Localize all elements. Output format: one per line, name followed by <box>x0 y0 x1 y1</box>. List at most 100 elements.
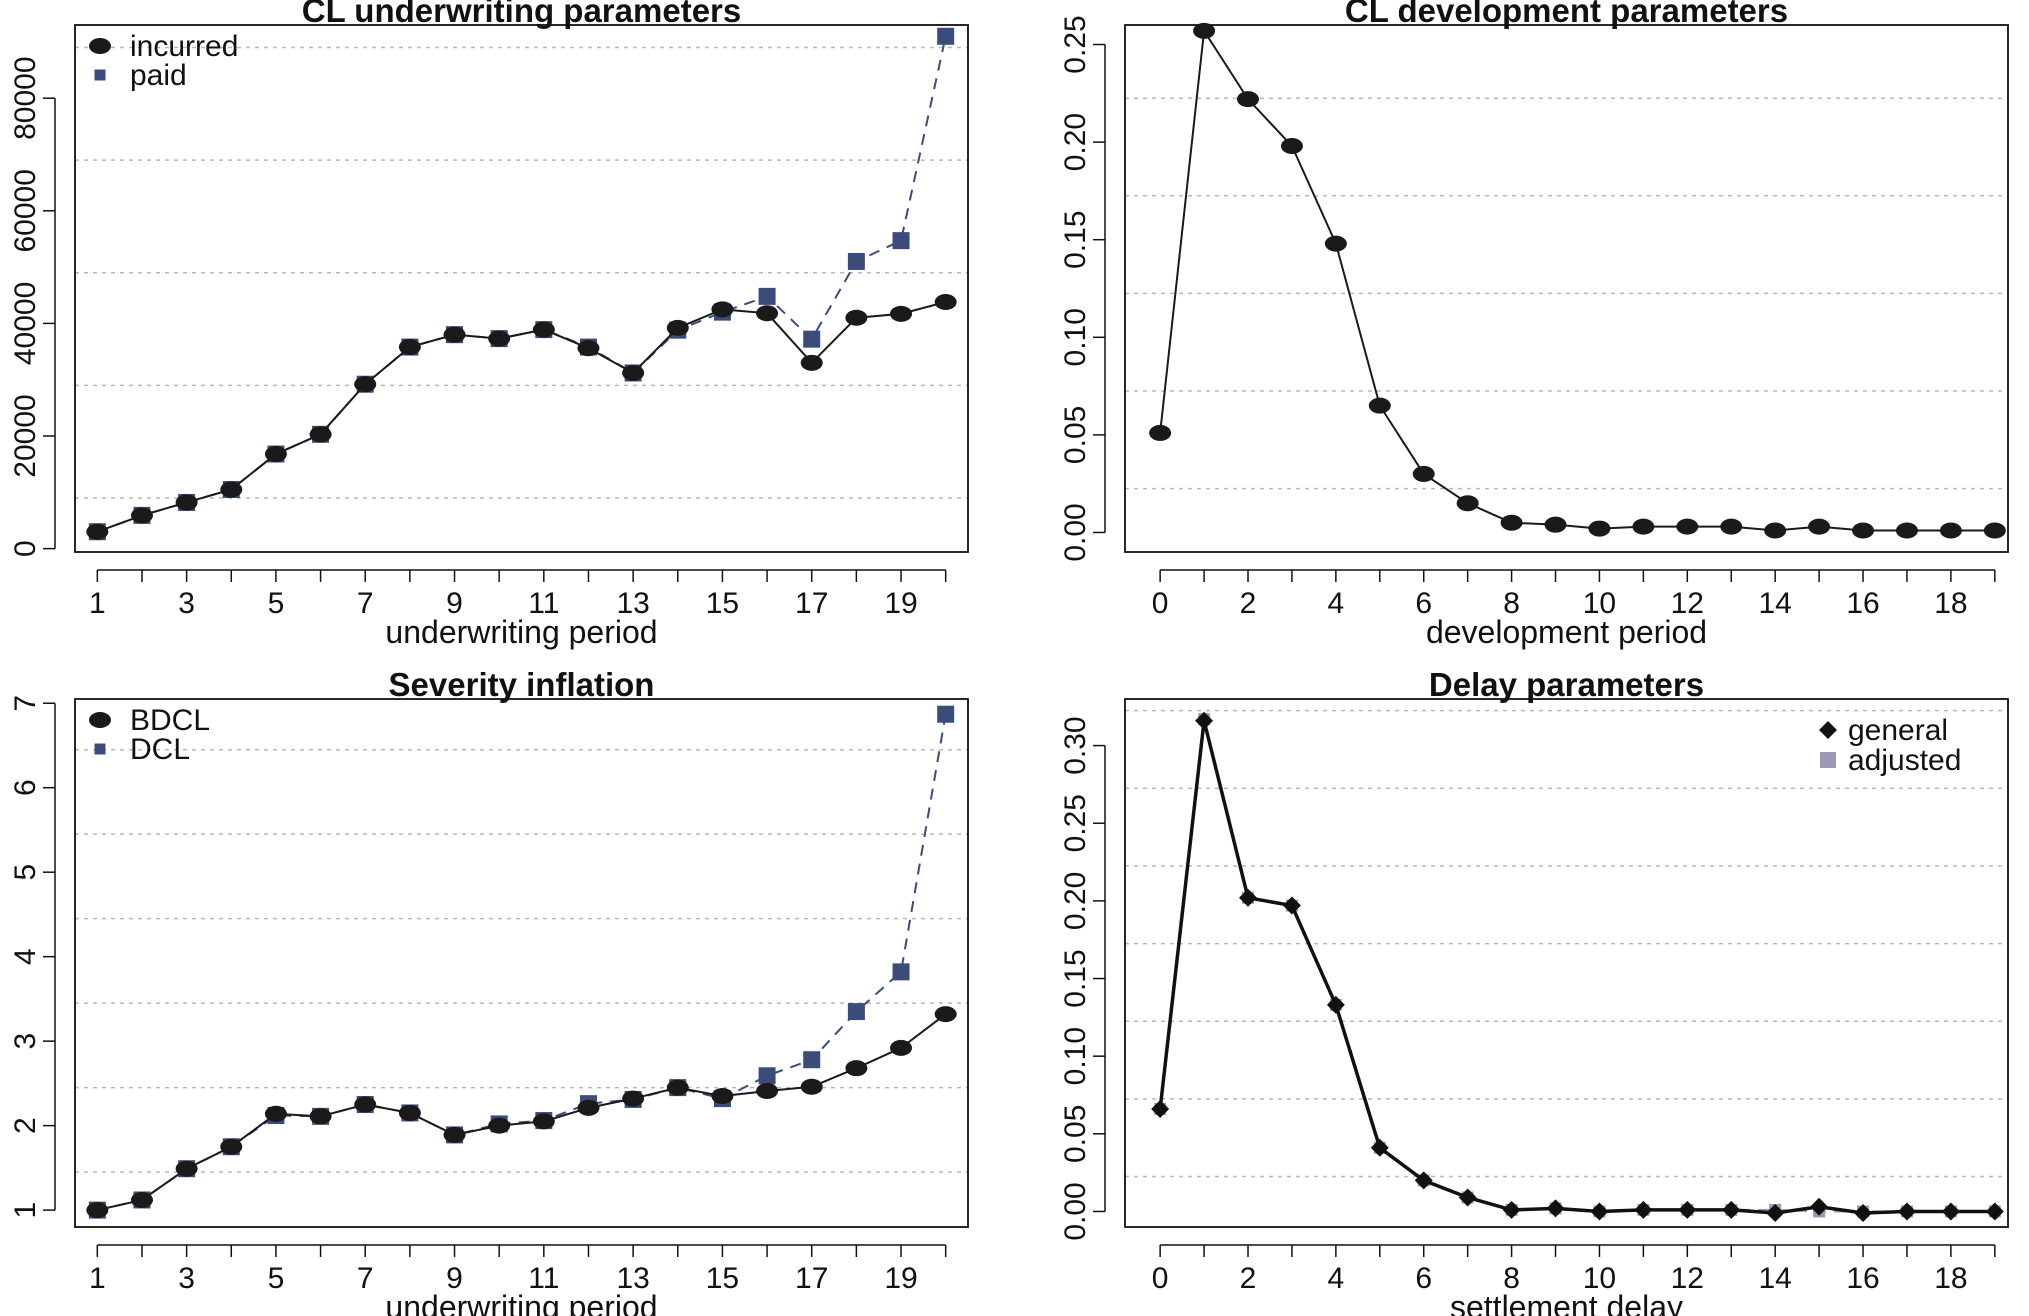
legend-label-incurred: incurred <box>130 30 238 63</box>
y-axis: 0 20000 40000 60000 80000 <box>9 56 56 557</box>
y-tick-label: 6 <box>9 779 42 796</box>
x-tick-label: 16 <box>1846 1262 1879 1295</box>
y-tick-label: 0.10 <box>1059 1027 1092 1085</box>
data-point <box>845 1060 868 1077</box>
data-point <box>892 963 910 981</box>
data-point <box>1324 235 1347 252</box>
data-point <box>1939 522 1962 539</box>
data-point <box>1854 1204 1873 1223</box>
panel-1: CL underwriting parameters02000040000600… <box>9 0 969 650</box>
y-tick-label: 0.20 <box>1059 872 1092 930</box>
x-tick-label: 8 <box>1503 587 1520 620</box>
x-tick-label: 19 <box>884 587 917 620</box>
series-paid <box>88 27 955 541</box>
x-tick-label: 6 <box>1415 587 1432 620</box>
series-DCL <box>88 705 955 1219</box>
x-tick-label: 10 <box>1583 1262 1616 1295</box>
x-tick-label: 3 <box>178 1262 195 1295</box>
BDCL-line <box>97 1013 947 1212</box>
data-point <box>532 321 555 338</box>
data-point <box>1810 1197 1829 1216</box>
data-point <box>264 1105 287 1122</box>
y-tick-label: 7 <box>9 695 42 712</box>
x-tick-label: 15 <box>706 1262 739 1295</box>
x-tick-label: 14 <box>1758 587 1791 620</box>
legend-marker <box>1820 752 1836 768</box>
data-point <box>175 494 198 511</box>
y-tick-label: 0.20 <box>1059 113 1092 171</box>
data-point <box>1632 518 1655 535</box>
y-tick-label: 4 <box>9 948 42 965</box>
data-point <box>220 481 243 498</box>
data-point <box>577 340 600 357</box>
x-tick-label: 17 <box>795 1262 828 1295</box>
y-tick-label: 0.30 <box>1059 716 1092 774</box>
data-point <box>488 330 511 347</box>
data-point <box>1414 1171 1433 1190</box>
plot-frame <box>74 698 969 1228</box>
data-point <box>220 1138 243 1155</box>
data-point <box>1195 711 1214 730</box>
data-point <box>354 376 377 393</box>
y-tick-label: 0.05 <box>1059 406 1092 464</box>
x-tick-label: 1 <box>89 587 106 620</box>
data-point <box>1458 1188 1477 1207</box>
x-tick-label: 0 <box>1152 587 1169 620</box>
x-axis: 1 3 5 7 9 11 13 15 17 19 <box>89 1244 947 1295</box>
chart-title: Severity inflation <box>389 666 655 703</box>
x-tick-label: 16 <box>1846 587 1879 620</box>
y-tick-label: 40000 <box>9 282 42 365</box>
data-point <box>847 1003 865 1021</box>
legend-label-adjusted: adjusted <box>1848 744 1961 777</box>
data-point <box>1193 22 1216 39</box>
data-point <box>1808 518 1831 535</box>
x-tick-label: 8 <box>1503 1262 1520 1295</box>
data-point <box>666 1079 689 1096</box>
y-axis: 0.00 0.05 0.10 0.15 0.20 0.25 <box>1059 15 1106 562</box>
y-tick-label: 20000 <box>9 394 42 477</box>
x-axis: 0 2 4 6 8 10 12 14 16 18 <box>1152 569 1996 620</box>
data-point <box>934 294 957 311</box>
series-general <box>1151 711 2004 1223</box>
x-tick-label: 5 <box>268 1262 285 1295</box>
x-tick-label: 17 <box>795 587 828 620</box>
x-tick-label: 2 <box>1240 587 1257 620</box>
data-point <box>622 364 645 381</box>
data-point <box>1983 522 2006 539</box>
y-axis: 0.00 0.05 0.10 0.15 0.20 0.25 0.30 <box>1059 716 1106 1241</box>
data-point <box>800 354 823 371</box>
DCL-line <box>97 714 947 1212</box>
y-tick-label: 1 <box>9 1202 42 1219</box>
x-axis: 1 3 5 7 9 11 13 15 17 19 <box>89 569 947 620</box>
y-tick-label: 0 <box>9 540 42 557</box>
data-point <box>803 330 821 348</box>
plot-frame <box>1124 698 2009 1228</box>
data-point <box>1149 424 1172 441</box>
y-tick-label: 0.25 <box>1059 15 1092 73</box>
data-point <box>1544 516 1567 533</box>
data-point <box>622 1090 645 1107</box>
data-point <box>758 1067 776 1085</box>
x-axis-label: underwriting period <box>385 1289 657 1316</box>
legend-label-BDCL: BDCL <box>130 704 210 737</box>
data-point <box>756 1082 779 1099</box>
data-point <box>800 1078 823 1095</box>
y-tick-label: 0.25 <box>1059 794 1092 852</box>
y-tick-label: 0.05 <box>1059 1105 1092 1163</box>
data-point <box>443 326 466 343</box>
legend-label-general: general <box>1848 714 1948 747</box>
data-point <box>1326 995 1345 1014</box>
data-point <box>354 1096 377 1113</box>
x-tick-label: 12 <box>1671 587 1704 620</box>
legend-marker <box>89 38 111 54</box>
x-axis-label: development period <box>1426 614 1707 650</box>
data-point <box>1720 518 1743 535</box>
y-tick-label: 0.15 <box>1059 949 1092 1007</box>
x-tick-label: 18 <box>1934 1262 1967 1295</box>
data-point <box>758 287 776 305</box>
data-point <box>1678 1200 1697 1219</box>
y-tick-label: 0.10 <box>1059 308 1092 366</box>
